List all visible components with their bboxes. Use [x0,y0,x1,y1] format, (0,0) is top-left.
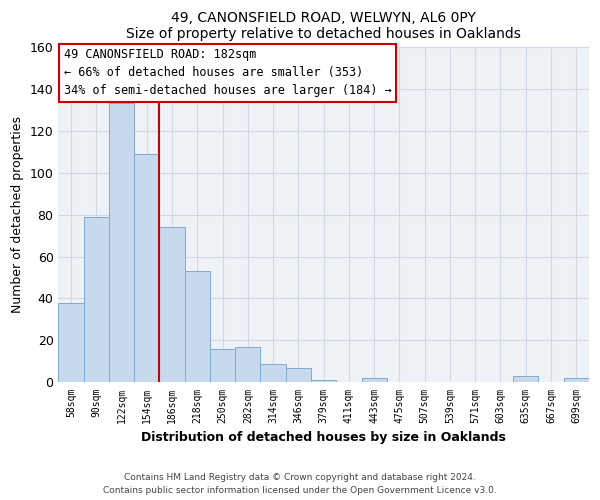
Bar [235,347,260,382]
Bar [58,302,83,382]
Bar [109,104,134,382]
Bar [362,378,387,382]
Bar [260,364,286,382]
Bar [210,349,235,382]
Bar [513,376,538,382]
Bar [134,154,160,382]
Text: 49 CANONSFIELD ROAD: 182sqm
← 66% of detached houses are smaller (353)
34% of se: 49 CANONSFIELD ROAD: 182sqm ← 66% of det… [64,48,391,98]
X-axis label: Distribution of detached houses by size in Oaklands: Distribution of detached houses by size … [141,431,506,444]
Bar [563,378,589,382]
Y-axis label: Number of detached properties: Number of detached properties [11,116,24,313]
Text: Contains HM Land Registry data © Crown copyright and database right 2024.
Contai: Contains HM Land Registry data © Crown c… [103,474,497,495]
Title: 49, CANONSFIELD ROAD, WELWYN, AL6 0PY
Size of property relative to detached hous: 49, CANONSFIELD ROAD, WELWYN, AL6 0PY Si… [126,11,521,42]
Bar [286,368,311,382]
Bar [160,227,185,382]
Bar [83,216,109,382]
Bar [185,271,210,382]
Bar [311,380,336,382]
